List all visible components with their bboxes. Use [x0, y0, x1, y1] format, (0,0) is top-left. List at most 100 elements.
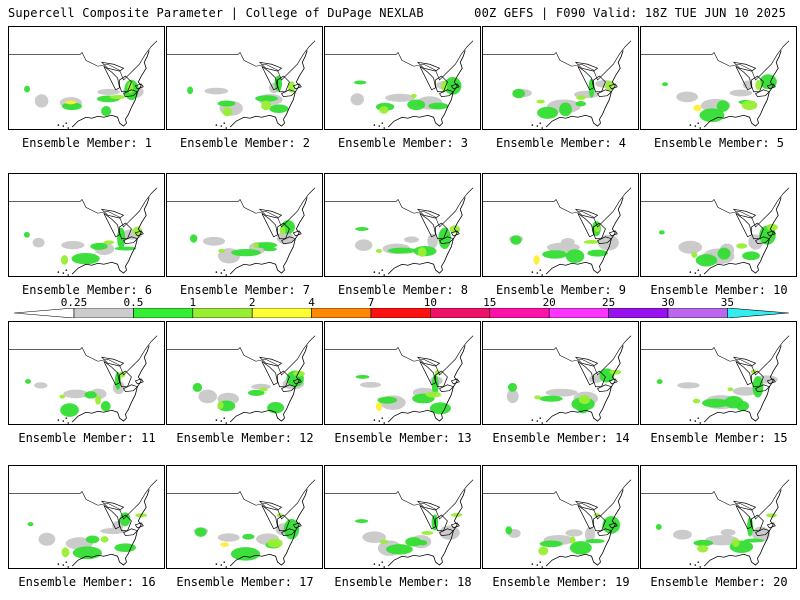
scp-contour-area [109, 94, 126, 100]
scp-contour-area [231, 249, 261, 257]
map-icon [641, 479, 790, 568]
scp-contour-area [569, 536, 576, 544]
panel-label: Ensemble Member: 18 [334, 575, 472, 589]
map-icon [9, 40, 158, 129]
country-border [167, 187, 316, 228]
scp-contour-area [62, 102, 82, 111]
scp-contour-area [587, 249, 608, 257]
great-lake-outline [134, 522, 144, 529]
great-lake-outline [608, 83, 618, 90]
scp-contour-area [410, 93, 417, 98]
scp-contour-area [576, 95, 586, 100]
scp-contour-area [656, 379, 663, 385]
map-icon [325, 479, 474, 568]
gulf-coast-mark [62, 272, 65, 274]
scp-contour-area [222, 107, 233, 117]
gulf-coast-mark [694, 125, 697, 127]
map-icon [483, 479, 632, 568]
scp-contour-area [362, 531, 386, 543]
gulf-coast-mark [541, 566, 544, 568]
great-lake-outline [439, 528, 454, 537]
map-icon [641, 187, 790, 276]
scp-contour-area [61, 547, 70, 558]
coastline [387, 197, 466, 275]
panel-label: Ensemble Member: 2 [179, 136, 311, 150]
scp-contour-area [736, 243, 748, 249]
great-lake-outline [577, 360, 594, 386]
great-lake-outline [416, 356, 441, 367]
ensemble-map-panel [482, 465, 639, 569]
scp-contour-area [417, 540, 428, 546]
scp-contour-area [127, 81, 134, 94]
gulf-coast-mark [373, 419, 376, 421]
scp-contour-area [429, 402, 451, 415]
gulf-coast-mark [62, 125, 65, 127]
great-lake-outline [100, 208, 125, 219]
country-border [641, 479, 790, 520]
gulf-coast-mark [699, 566, 702, 568]
great-lake-outline [416, 208, 441, 219]
great-lake-outline [123, 89, 138, 98]
scp-contour-area [100, 400, 111, 412]
run-valid-time: 00Z GEFS | F090 Valid: 18Z TUE JUN 10 20… [474, 6, 786, 20]
colorbar-segment [311, 308, 372, 318]
scp-contour-area [95, 395, 102, 405]
great-lake-outline [755, 384, 770, 393]
scp-contour-area [267, 402, 285, 414]
great-lake-outline [439, 89, 454, 98]
great-lake-outline [281, 384, 296, 393]
ensemble-map-panel [166, 173, 323, 277]
panel-label: Ensemble Member: 10 [650, 283, 788, 297]
great-lake-outline [292, 230, 302, 237]
panel-label: Ensemble Member: 19 [492, 575, 630, 589]
great-lake-outline [103, 65, 120, 91]
scp-contour-area [693, 539, 714, 547]
scp-contour-area [716, 100, 730, 112]
great-lake-outline [766, 83, 776, 90]
scp-contour-area [427, 233, 438, 249]
great-lake-outline [608, 378, 618, 385]
colorbar [14, 308, 789, 318]
great-lake-outline [735, 65, 752, 91]
coastline [229, 489, 308, 567]
scp-contour-area [693, 104, 702, 112]
great-lake-outline [735, 504, 752, 530]
coastline [387, 50, 466, 128]
gulf-coast-mark [383, 127, 386, 129]
map-icon [167, 187, 316, 276]
scp-contour-area [247, 389, 265, 396]
great-lake-outline [258, 356, 283, 367]
great-lake-outline [574, 500, 599, 511]
gulf-coast-mark [383, 422, 386, 424]
gulf-coast-mark [539, 561, 542, 563]
coastline [71, 345, 150, 423]
country-border [483, 479, 632, 520]
panel-label: Ensemble Member: 15 [650, 431, 788, 445]
great-lake-outline [123, 236, 138, 245]
scp-contour-area [63, 389, 89, 399]
ensemble-map-panel [482, 321, 639, 425]
coastline [229, 345, 308, 423]
map-icon [167, 479, 316, 568]
gulf-coast-mark [697, 561, 700, 563]
scp-contour-area [230, 547, 261, 561]
scp-contour-area [259, 387, 268, 392]
scp-contour-area [533, 255, 540, 265]
gulf-coast-mark [699, 422, 702, 424]
scp-contour-area [752, 526, 770, 543]
gulf-coast-mark [541, 274, 544, 276]
coastline [703, 197, 782, 275]
scp-contour-area [536, 99, 545, 104]
scp-contour-area [742, 251, 760, 261]
great-lake-outline [608, 522, 618, 529]
scp-contour-area [194, 527, 207, 537]
scp-contour-area [545, 388, 578, 397]
gulf-coast-mark [378, 420, 381, 422]
gulf-coast-mark [541, 422, 544, 424]
scp-contour-area [766, 513, 777, 518]
gulf-coast-mark [57, 563, 60, 565]
panel-label: Ensemble Member: 3 [337, 136, 469, 150]
scp-contour-area [507, 382, 518, 392]
scp-contour-area [387, 247, 417, 254]
scp-contour-area [359, 381, 382, 388]
